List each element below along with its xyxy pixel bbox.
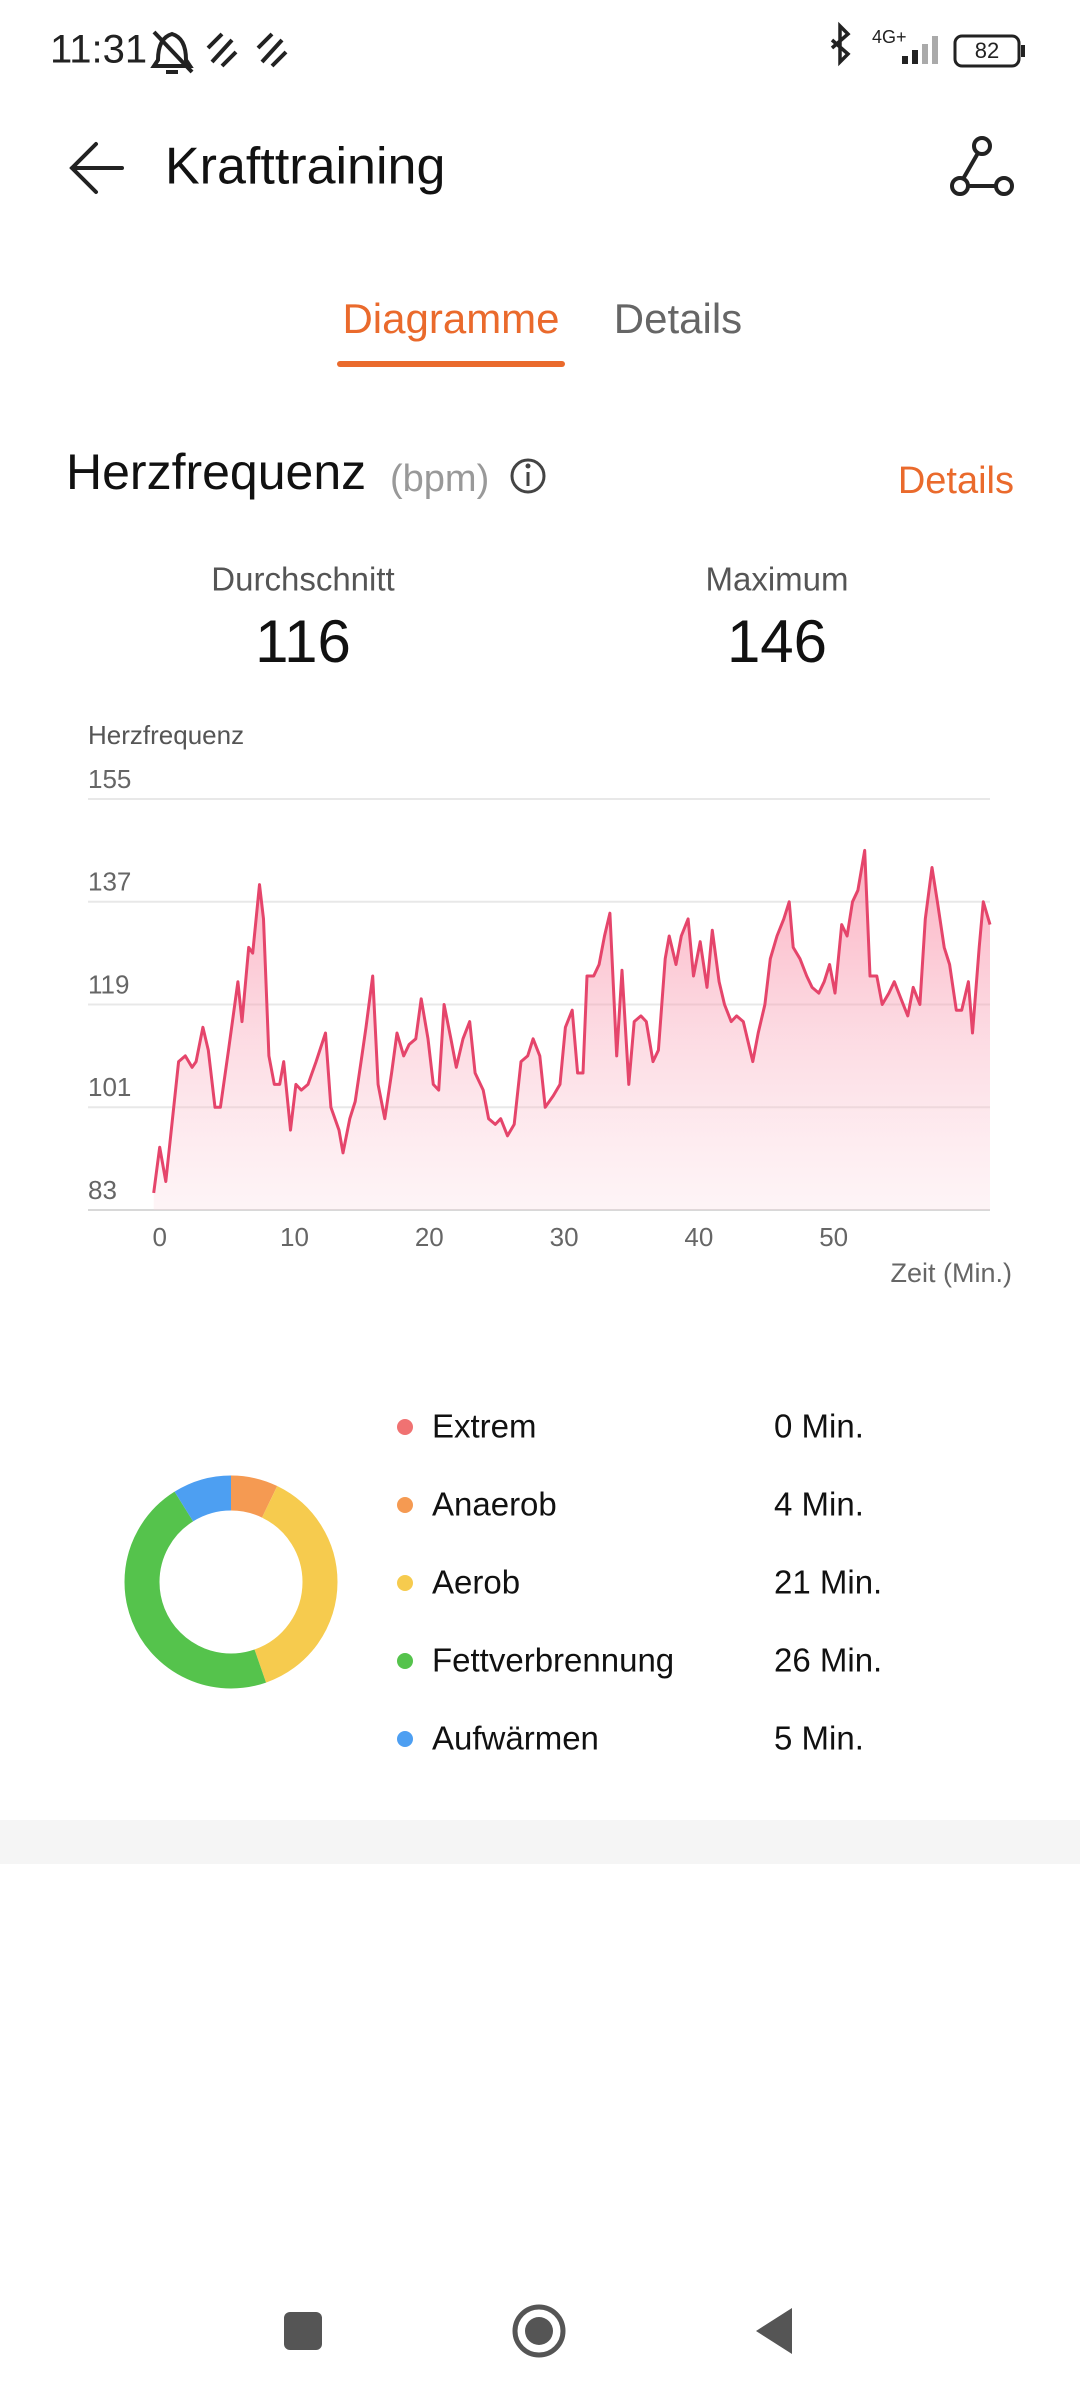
legend-label: Aerob	[432, 1564, 520, 1601]
y-axis-label: Herzfrequenz	[88, 720, 244, 750]
bluetooth-icon	[830, 21, 851, 67]
x-tick-label: 40	[684, 1222, 713, 1252]
signal-icon	[902, 36, 938, 64]
x-tick-label: 10	[280, 1222, 309, 1252]
legend-label: Extrem	[432, 1408, 537, 1445]
y-tick-label: 155	[88, 764, 131, 794]
legend-label: Fettverbrennung	[432, 1642, 674, 1679]
legend-value: 4 Min.	[774, 1486, 864, 1523]
details-link[interactable]: Details	[898, 460, 1014, 502]
legend-dot	[397, 1653, 413, 1669]
x-tick-label: 0	[153, 1222, 167, 1252]
stat-label: Durchschnitt	[211, 561, 394, 598]
info-icon[interactable]	[510, 458, 546, 494]
donut-segment	[124, 1475, 338, 1689]
header-title: Krafttraining	[165, 138, 445, 196]
share-button[interactable]	[950, 136, 1014, 196]
tab-indicator	[337, 361, 565, 367]
donut-segment	[124, 1475, 338, 1689]
legend-dot	[397, 1731, 413, 1747]
status-time: 11:31	[50, 28, 147, 72]
nav-recent[interactable]	[284, 2312, 322, 2350]
notification-icons	[150, 30, 288, 74]
legend-dot	[397, 1419, 413, 1435]
legend-value: 26 Min.	[774, 1642, 882, 1679]
legend-label: Anaerob	[432, 1486, 557, 1523]
x-tick-label: 50	[819, 1222, 848, 1252]
heart-rate-line	[152, 848, 992, 1194]
x-tick-label: 30	[550, 1222, 579, 1252]
heart-rate-area	[153, 850, 990, 1210]
x-axis-label: Zeit (Min.)	[891, 1258, 1013, 1288]
legend-value: 0 Min.	[774, 1408, 864, 1445]
battery-level: 82	[975, 38, 999, 63]
stat-value: 116	[255, 608, 351, 675]
section-unit: (bpm)	[390, 458, 489, 500]
network-label: 4G+	[872, 27, 907, 47]
separator	[0, 1820, 1080, 1864]
legend-label: Aufwärmen	[432, 1720, 599, 1757]
legend-value: 5 Min.	[774, 1720, 864, 1757]
stat-value: 146	[727, 608, 827, 675]
legend-dot	[397, 1497, 413, 1513]
y-tick-label: 101	[88, 1072, 131, 1102]
donut-segment	[124, 1475, 338, 1689]
y-tick-label: 83	[88, 1175, 117, 1205]
nav-home[interactable]	[512, 2304, 566, 2358]
battery-tip	[1021, 45, 1025, 57]
legend-value: 21 Min.	[774, 1564, 882, 1601]
section-title: Herzfrequenz	[66, 444, 366, 500]
back-button[interactable]	[69, 142, 124, 194]
y-tick-label: 137	[88, 867, 131, 897]
tab[interactable]: Details	[614, 295, 742, 342]
legend-dot	[397, 1575, 413, 1591]
x-tick-label: 20	[415, 1222, 444, 1252]
nav-back[interactable]	[756, 2308, 792, 2354]
stat-label: Maximum	[705, 561, 848, 598]
tab-active[interactable]: Diagramme	[342, 295, 559, 342]
y-tick-label: 119	[88, 969, 129, 999]
battery-icon	[953, 34, 1021, 68]
